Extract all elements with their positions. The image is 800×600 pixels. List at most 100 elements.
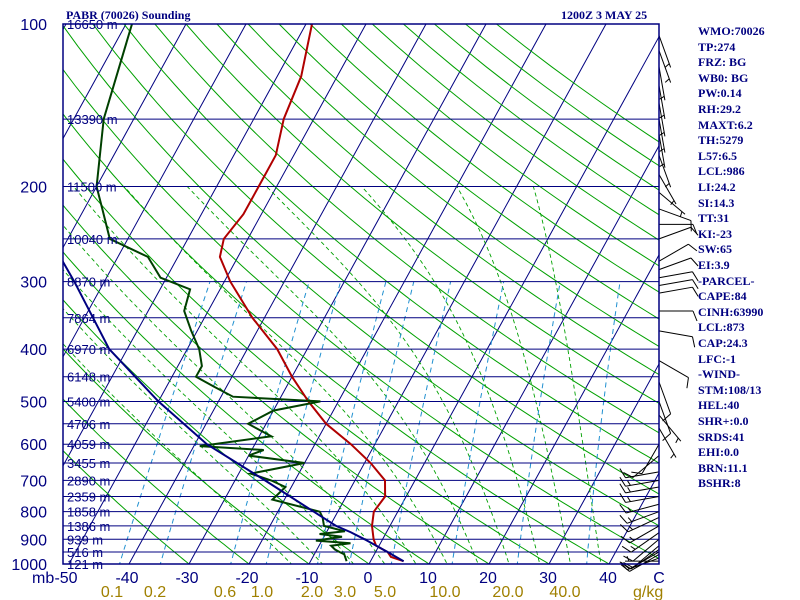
temperature-tick-label: 40 <box>599 570 617 587</box>
wind-barb-half <box>664 63 670 68</box>
dry-adiabat-line <box>154 24 659 434</box>
mixing-ratio-tick-label: 40.0 <box>549 584 580 600</box>
wind-barb-staff <box>658 271 693 279</box>
index-row: WB0: BG <box>698 70 749 85</box>
wind-barb-full <box>692 271 699 282</box>
mixing-ratio-tick-label: 2.0 <box>301 584 323 600</box>
dry-adiabat-line <box>123 24 659 464</box>
wind-barb-half <box>659 163 665 168</box>
wind-barb-full <box>631 471 643 475</box>
wind-barb-half <box>627 487 631 493</box>
wind-barb-half <box>675 437 679 444</box>
pressure-tick-label: 600 <box>20 437 47 454</box>
wind-barb-staff <box>658 119 666 153</box>
index-row: LI:24.2 <box>698 180 736 194</box>
temperature-tick-label: 30 <box>539 570 557 587</box>
wind-barb <box>658 208 692 232</box>
height-label: 1386 m <box>67 519 110 534</box>
pressure-tick-label: 500 <box>20 394 47 411</box>
mixing-ratio-unit-label: g/kg <box>633 584 663 600</box>
wind-barb-half <box>628 525 634 531</box>
wind-barb-staff <box>626 511 660 524</box>
wind-barb-staff <box>658 286 693 294</box>
wind-barb-full <box>662 413 671 422</box>
dry-adiabat-line <box>92 24 659 495</box>
wind-barb-staff <box>626 503 660 514</box>
wind-barb-half <box>659 95 665 100</box>
wind-barb <box>623 538 660 562</box>
dry-adiabat-line <box>309 24 659 293</box>
wind-barb-staff <box>658 155 672 188</box>
wind-barb-full <box>619 524 629 533</box>
wind-barb-staff <box>658 414 682 442</box>
wind-barb-half <box>664 183 670 188</box>
height-label: 7864 m <box>67 311 110 326</box>
height-label: 6148 m <box>67 370 110 385</box>
temperature-tick-label: 0 <box>364 570 373 587</box>
isotherm-line <box>63 24 307 467</box>
wind-barb <box>658 66 666 101</box>
height-label: 3455 m <box>67 456 110 471</box>
mixing-ratio-line <box>348 281 415 564</box>
mixing-ratio-line <box>586 281 621 564</box>
dry-adiabat-line <box>63 204 490 564</box>
mixing-ratio-tick-label: 0.6 <box>214 584 236 600</box>
wind-barb-staff <box>632 538 660 562</box>
wind-barb <box>658 119 666 153</box>
height-label: 5400 m <box>67 394 110 409</box>
wind-barb-staff <box>658 360 689 378</box>
dry-adiabat-line <box>247 24 659 348</box>
isotherm-line <box>68 24 367 564</box>
wind-barb-staff <box>641 443 660 474</box>
wind-barb <box>658 381 672 422</box>
wind-barb <box>658 191 686 217</box>
isotherm-line <box>63 24 187 249</box>
wind-barb <box>658 174 677 206</box>
wind-barb-staff <box>629 525 660 544</box>
pressure-tick-label: 300 <box>20 275 47 292</box>
wind-barb <box>658 85 666 120</box>
wind-barb <box>620 525 660 544</box>
wind-barb-half <box>670 200 675 206</box>
dry-adiabat-line <box>465 24 659 167</box>
height-label: 4706 m <box>67 417 110 432</box>
height-label: 13390 m <box>67 112 118 127</box>
dry-adiabat-line <box>278 24 659 320</box>
dry-adiabat-line <box>63 251 430 564</box>
dry-adiabat-line <box>185 24 659 404</box>
wind-barb-full <box>690 257 699 267</box>
dry-adiabat-line <box>63 24 659 527</box>
wind-barb-staff <box>658 102 666 137</box>
wind-barb <box>619 493 660 503</box>
wind-barb-staff <box>658 50 672 83</box>
wind-barb-full <box>619 476 626 487</box>
temperature-tick-label: 10 <box>419 570 437 587</box>
wind-barb-full <box>691 336 696 348</box>
height-label: 516 m <box>67 545 103 560</box>
index-row: BSHR:8 <box>698 476 741 491</box>
wind-barb-half <box>659 114 665 119</box>
wind-barb <box>631 443 660 475</box>
wind-barb-staff <box>630 532 660 553</box>
temperature-tick-label: -30 <box>175 570 198 587</box>
index-row: L57:6.5 <box>698 148 737 163</box>
index-row: STM:108/13 <box>698 382 762 397</box>
isotherm-line <box>128 24 427 564</box>
wind-barb <box>658 226 699 240</box>
isotherm-line <box>63 24 127 140</box>
wind-barb-staff <box>658 174 677 205</box>
index-row: KI:-23 <box>698 226 732 241</box>
dewpoint-trace <box>95 24 351 562</box>
moist-adiabat-line <box>123 186 448 564</box>
wind-barb-half <box>664 78 670 83</box>
wind-barb-half <box>630 545 636 550</box>
wind-barb <box>619 483 660 494</box>
wind-barb <box>659 310 698 322</box>
index-row: LCL:986 <box>698 164 745 179</box>
mixing-ratio-tick-label: 5.0 <box>374 584 396 600</box>
wind-barb-staff <box>629 553 660 572</box>
pressure-unit-label: mb <box>32 570 54 587</box>
index-row: EI:3.9 <box>698 258 730 272</box>
index-row: FRZ: BG <box>698 55 747 70</box>
